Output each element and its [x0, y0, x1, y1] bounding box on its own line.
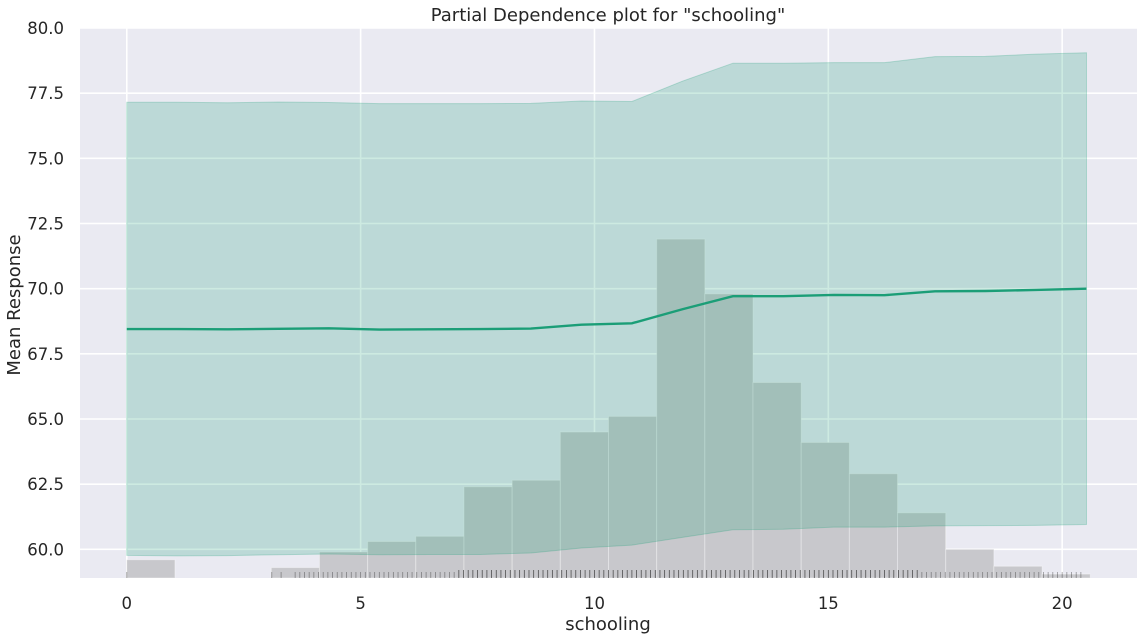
histogram-bar-12 [704, 293, 754, 579]
histogram-bar-7 [463, 486, 513, 579]
histogram-bar-5 [367, 541, 417, 579]
rug-ticks [126, 570, 1082, 578]
mean-response-line [126, 287, 1087, 331]
histogram-bar-4 [318, 551, 369, 579]
histogram-bar-16 [897, 512, 947, 579]
y-tick-label-5: 72.5 [27, 214, 64, 233]
y-axis-label: Mean Response [4, 234, 25, 375]
y-tick-label-8: 80.0 [27, 19, 64, 38]
histogram-bar-8 [511, 479, 561, 579]
confidence-band [126, 52, 1087, 557]
x-tick-label-4: 20 [1052, 594, 1073, 613]
y-tick-label-7: 77.5 [27, 84, 64, 103]
x-tick-label-2: 10 [584, 594, 605, 613]
histogram-bar-10 [608, 415, 658, 579]
y-tick-label-3: 67.5 [27, 345, 64, 364]
histogram-bar-6 [415, 535, 465, 579]
chart-title: Partial Dependence plot for "schooling" [431, 5, 786, 26]
histogram-bar-15 [848, 473, 899, 579]
x-tick-labels: 0 5 10 15 20 [122, 594, 1073, 613]
y-tick-label-0: 60.0 [27, 540, 64, 559]
histogram-bar-19 [1041, 573, 1091, 579]
x-tick-label-1: 5 [355, 594, 366, 613]
y-tick-label-2: 65.0 [27, 410, 64, 429]
histogram-bar-11 [656, 238, 706, 579]
grid-lines [80, 27, 1137, 578]
y-tick-labels: 60.0 62.5 65.0 67.5 70.0 72.5 75.0 77.5 80.0 [27, 19, 64, 559]
y-tick-label-1: 62.5 [27, 475, 64, 494]
histogram-bar-17 [945, 548, 995, 579]
x-tick-label-3: 15 [818, 594, 839, 613]
histogram-bars [126, 238, 1091, 579]
x-tick-label-0: 0 [122, 594, 133, 613]
histogram-bar-14 [800, 441, 850, 579]
x-axis-label: schooling [565, 614, 651, 635]
y-tick-label-6: 75.0 [27, 149, 64, 168]
histogram-bar-18 [993, 565, 1043, 579]
y-tick-label-4: 70.0 [27, 280, 64, 299]
histogram-bar-0 [126, 559, 176, 579]
